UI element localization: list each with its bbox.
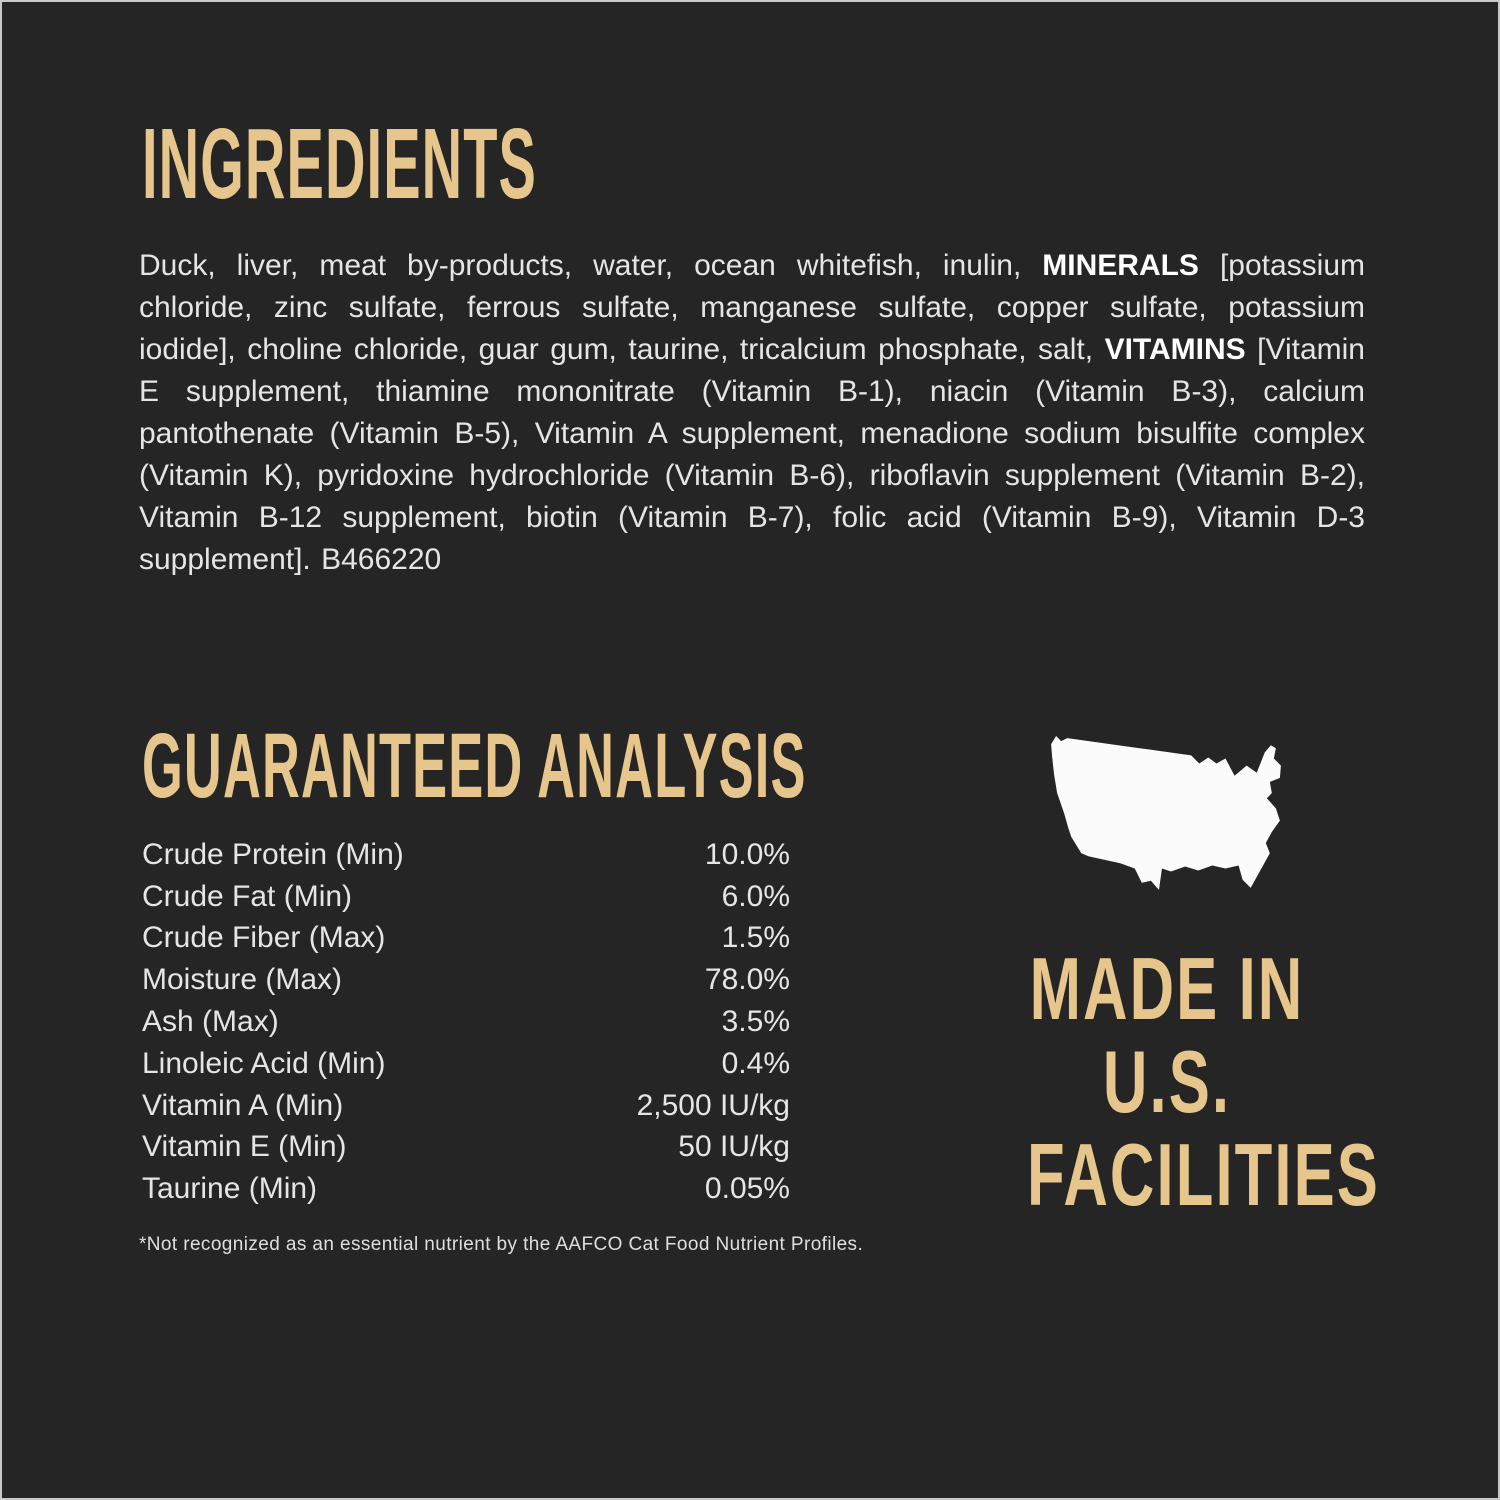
nutrient-value: 10.0%	[704, 837, 790, 871]
analysis-row: Crude Fiber (Max) 1.5%	[142, 918, 790, 960]
analysis-row: Crude Protein (Min) 10.0%	[142, 834, 790, 876]
nutrient-label: Taurine (Min)	[142, 1172, 318, 1206]
nutrient-value: 0.4%	[721, 1046, 790, 1080]
nutrient-value: 0.05%	[704, 1172, 790, 1206]
ingredients-paragraph: Duck, liver, meat by-products, water, oc…	[139, 245, 1365, 581]
made-in-line-3: FACILITIES	[1027, 1125, 1380, 1224]
analysis-row: Linoleic Acid (Min) 0.4%	[142, 1043, 790, 1085]
nutrient-value: 78.0%	[704, 963, 790, 997]
made-in-line-2: U.S.	[1102, 1032, 1232, 1131]
made-in-line-1: MADE IN	[1029, 939, 1305, 1038]
nutrient-label: Crude Fiber (Max)	[142, 921, 386, 955]
nutrient-label: Linoleic Acid (Min)	[142, 1046, 386, 1080]
made-in-us-block: MADE IN U.S. FACILITIES	[1027, 939, 1380, 1224]
analysis-row: Crude Fat (Min) 6.0%	[142, 876, 790, 918]
analysis-row: Ash (Max) 3.5%	[142, 1001, 790, 1043]
nutrient-label: Vitamin A (Min)	[142, 1088, 344, 1122]
nutrient-value: 50 IU/kg	[678, 1130, 790, 1164]
usa-map-icon	[1051, 736, 1281, 890]
nutrient-label: Crude Fat (Min)	[142, 879, 353, 913]
analysis-row: Taurine (Min) 0.05%	[142, 1168, 790, 1210]
aafco-footnote: *Not recognized as an essential nutrient…	[139, 1234, 864, 1255]
nutrient-value: 2,500 IU/kg	[636, 1088, 790, 1122]
ingredient-group-bold: VITAMINS	[1104, 333, 1246, 366]
ingredient-text: [Vitamin E supplement, thiamine mononitr…	[139, 333, 1365, 576]
guaranteed-analysis-title: GUARANTEED ANALYSIS	[142, 715, 807, 817]
nutrient-value: 1.5%	[721, 921, 790, 955]
ingredients-title: INGREDIENTS	[142, 108, 538, 220]
nutrient-label: Moisture (Max)	[142, 963, 343, 997]
nutrient-value: 6.0%	[721, 879, 790, 913]
nutrient-label: Ash (Max)	[142, 1005, 279, 1039]
ingredient-text: [potassium chloride, zinc sulfate, ferro…	[139, 249, 1366, 366]
nutrient-label: Vitamin E (Min)	[142, 1130, 347, 1164]
ingredient-text: Duck, liver, meat by-products, water, oc…	[139, 249, 1043, 282]
analysis-row: Vitamin E (Min) 50 IU/kg	[142, 1127, 790, 1169]
nutrient-value: 3.5%	[721, 1005, 790, 1039]
guaranteed-analysis-table: Crude Protein (Min) 10.0% Crude Fat (Min) 6…	[142, 834, 790, 1210]
nutrient-label: Crude Protein (Min)	[142, 837, 404, 871]
analysis-row: Moisture (Max) 78.0%	[142, 959, 790, 1001]
analysis-row: Vitamin A (Min) 2,500 IU/kg	[142, 1085, 790, 1127]
ingredient-group-bold: MINERALS	[1042, 249, 1199, 282]
